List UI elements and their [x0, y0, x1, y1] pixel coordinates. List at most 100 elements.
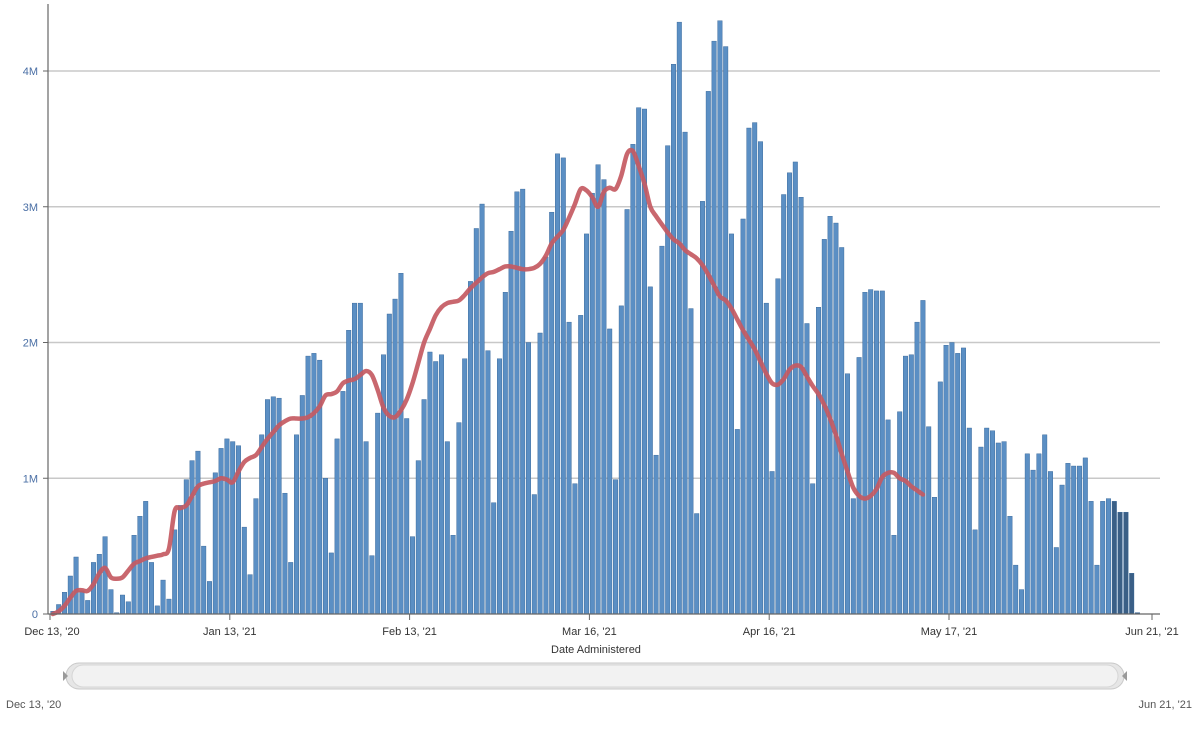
- bar[interactable]: [758, 141, 763, 615]
- bar[interactable]: [1094, 564, 1100, 615]
- bar[interactable]: [531, 494, 537, 615]
- bar[interactable]: [711, 40, 717, 615]
- bar[interactable]: [850, 498, 856, 615]
- bar[interactable]: [763, 302, 769, 615]
- bar[interactable]: [410, 536, 415, 615]
- bar[interactable]: [920, 300, 926, 615]
- bar[interactable]: [984, 427, 990, 615]
- bar[interactable]: [990, 430, 995, 615]
- bar[interactable]: [485, 350, 491, 615]
- bar[interactable]: [607, 328, 613, 615]
- bar[interactable]: [218, 448, 224, 615]
- bar[interactable]: [978, 446, 984, 615]
- bar[interactable]: [1100, 501, 1106, 615]
- bar[interactable]: [125, 601, 131, 615]
- bar[interactable]: [624, 209, 630, 615]
- bar[interactable]: [282, 492, 288, 615]
- bar[interactable]: [526, 342, 531, 615]
- bar[interactable]: [630, 144, 636, 615]
- bar[interactable]: [879, 290, 885, 615]
- bar[interactable]: [961, 347, 966, 615]
- bar[interactable]: [241, 526, 247, 615]
- bar[interactable]: [798, 197, 804, 615]
- bar[interactable]: [972, 529, 978, 615]
- bar[interactable]: [520, 188, 526, 615]
- bar[interactable]: [995, 442, 1001, 615]
- bar[interactable]: [253, 498, 259, 615]
- bar[interactable]: [937, 381, 943, 615]
- bar[interactable]: [456, 422, 462, 615]
- bar[interactable]: [212, 472, 218, 615]
- bar[interactable]: [178, 505, 183, 615]
- bar[interactable]: [589, 192, 595, 615]
- bar[interactable]: [508, 230, 514, 615]
- bar[interactable]: [102, 536, 108, 615]
- bar[interactable]: [1030, 469, 1036, 615]
- bar[interactable]: [398, 273, 404, 615]
- bar[interactable]: [247, 574, 253, 615]
- bar[interactable]: [1053, 547, 1059, 615]
- bar[interactable]: [1071, 465, 1077, 615]
- bar[interactable]: [555, 153, 560, 615]
- bar[interactable]: [578, 315, 584, 615]
- bar[interactable]: [172, 529, 178, 615]
- bar[interactable]: [294, 434, 299, 615]
- bar[interactable]: [450, 535, 456, 615]
- bar[interactable]: [618, 305, 624, 615]
- bar[interactable]: [230, 441, 236, 615]
- bar[interactable]: [427, 351, 433, 615]
- bar[interactable]: [746, 127, 752, 615]
- bar[interactable]: [781, 194, 787, 615]
- bar[interactable]: [1088, 501, 1094, 615]
- bar[interactable]: [189, 460, 195, 615]
- bar[interactable]: [311, 353, 317, 615]
- bar[interactable]: [120, 594, 125, 615]
- bar[interactable]: [328, 552, 334, 615]
- bar[interactable]: [1024, 453, 1030, 615]
- bar[interactable]: [386, 313, 392, 615]
- bar[interactable]: [543, 256, 549, 615]
- bar[interactable]: [166, 598, 172, 615]
- bar[interactable]: [874, 290, 879, 615]
- bar[interactable]: [694, 513, 700, 615]
- bar[interactable]: [682, 131, 688, 615]
- bar[interactable]: [207, 581, 212, 615]
- bar[interactable]: [1117, 511, 1123, 615]
- bar[interactable]: [885, 419, 891, 615]
- bar[interactable]: [653, 454, 659, 615]
- bar[interactable]: [73, 556, 79, 615]
- bar[interactable]: [462, 358, 468, 615]
- bar[interactable]: [868, 289, 874, 615]
- bar[interactable]: [1059, 484, 1065, 615]
- bar[interactable]: [131, 535, 137, 615]
- bar[interactable]: [897, 411, 903, 615]
- bar[interactable]: [468, 281, 473, 615]
- bar[interactable]: [96, 554, 102, 615]
- bar[interactable]: [862, 292, 868, 615]
- bar[interactable]: [1111, 501, 1117, 615]
- bar[interactable]: [926, 426, 932, 615]
- bar[interactable]: [1013, 564, 1019, 615]
- bar[interactable]: [415, 460, 421, 615]
- bar-series[interactable]: [50, 20, 1140, 615]
- bar[interactable]: [346, 330, 352, 615]
- bar[interactable]: [775, 278, 781, 615]
- bar[interactable]: [566, 321, 572, 615]
- bar[interactable]: [723, 46, 729, 615]
- bar[interactable]: [1048, 471, 1053, 615]
- bar[interactable]: [439, 354, 444, 615]
- bar[interactable]: [404, 418, 410, 615]
- bar[interactable]: [717, 20, 723, 615]
- bar[interactable]: [734, 429, 740, 615]
- bar[interactable]: [705, 91, 711, 615]
- bar[interactable]: [201, 545, 207, 615]
- bar[interactable]: [537, 332, 543, 615]
- bar[interactable]: [856, 357, 862, 615]
- bar[interactable]: [676, 21, 682, 615]
- bar[interactable]: [845, 373, 850, 615]
- bar[interactable]: [79, 590, 85, 615]
- bar[interactable]: [966, 427, 972, 615]
- bar[interactable]: [1042, 434, 1048, 615]
- range-left-handle-icon[interactable]: [63, 671, 68, 681]
- range-right-handle-icon[interactable]: [1122, 671, 1127, 681]
